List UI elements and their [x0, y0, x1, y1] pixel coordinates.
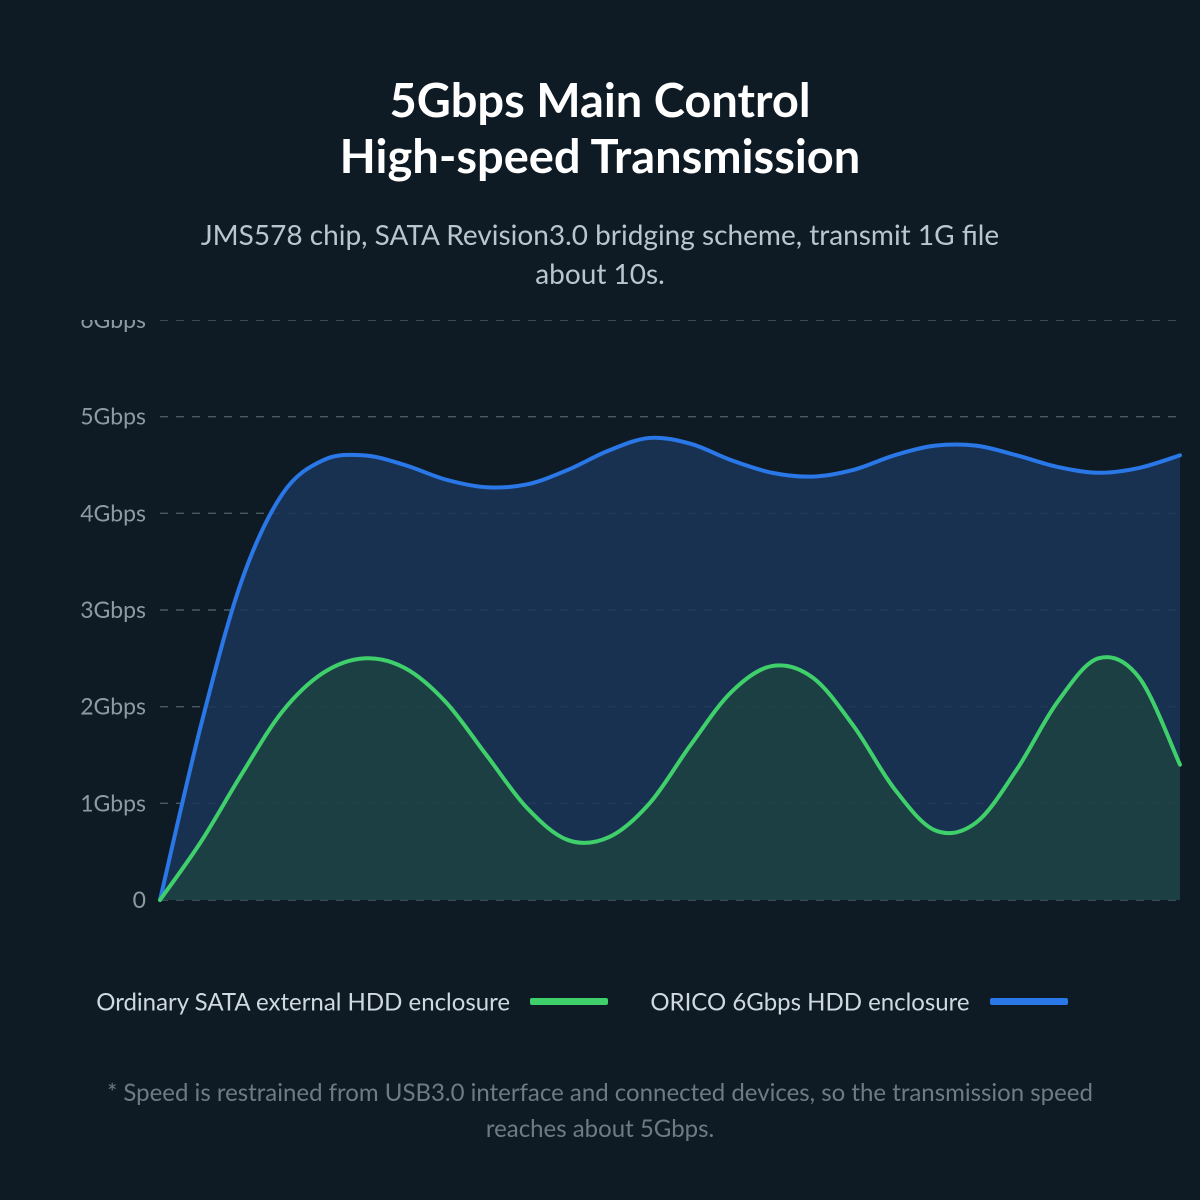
legend-swatch-green	[530, 998, 608, 1005]
legend-series1-label: Ordinary SATA external HDD enclosure	[96, 987, 510, 1016]
svg-text:4Gbps: 4Gbps	[80, 498, 146, 526]
svg-text:0: 0	[133, 885, 146, 913]
subtitle: JMS578 chip, SATA Revision3.0 bridging s…	[0, 215, 1200, 293]
speed-chart: 0 1Gbps 2Gbps 3Gbps 4Gbps 5Gbps 6Gbps	[60, 320, 1190, 940]
title-line-1: 5Gbps Main Control	[389, 72, 810, 128]
svg-text:5Gbps: 5Gbps	[80, 402, 146, 430]
footnote: * Speed is restrained from USB3.0 interf…	[0, 1075, 1200, 1147]
legend-swatch-blue	[990, 998, 1068, 1005]
subtitle-line-2: about 10s.	[535, 256, 665, 290]
chart-svg: 0 1Gbps 2Gbps 3Gbps 4Gbps 5Gbps 6Gbps	[60, 320, 1190, 940]
legend-series2-label: ORICO 6Gbps HDD enclosure	[650, 987, 969, 1016]
page-title: 5Gbps Main Control High-speed Transmissi…	[0, 0, 1200, 185]
svg-text:2Gbps: 2Gbps	[80, 692, 146, 720]
svg-text:3Gbps: 3Gbps	[80, 595, 146, 623]
svg-text:1Gbps: 1Gbps	[80, 788, 146, 816]
subtitle-line-1: JMS578 chip, SATA Revision3.0 bridging s…	[201, 217, 999, 251]
title-line-2: High-speed Transmission	[340, 128, 861, 184]
chart-legend: Ordinary SATA external HDD enclosure ORI…	[0, 985, 1200, 1016]
svg-text:6Gbps: 6Gbps	[80, 320, 146, 333]
